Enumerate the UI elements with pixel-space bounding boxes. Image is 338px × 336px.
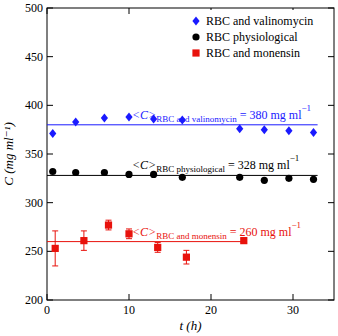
point <box>183 254 190 261</box>
point <box>310 128 317 137</box>
mean-line <box>47 241 244 242</box>
annotation-part: RBC and monensin <box>156 231 227 241</box>
y-tick <box>47 300 53 301</box>
error-cap <box>183 250 189 251</box>
annotation-part: = 380 mg ml <box>237 108 302 122</box>
point <box>310 176 317 183</box>
plot-frame <box>47 8 334 300</box>
chart: 200 250 300 350 400 450 500 0 10 20 30 t (h) C (mg m… <box>0 0 338 336</box>
error-cap <box>155 242 161 243</box>
y-tick <box>328 202 334 203</box>
x-tick-label: 30 <box>287 303 299 317</box>
legend-marker <box>192 17 199 26</box>
error-cap <box>81 230 87 231</box>
error-bar <box>81 231 87 250</box>
point <box>101 169 108 176</box>
error-cap <box>52 230 58 231</box>
legend-box <box>188 10 328 64</box>
y-tick <box>47 8 53 9</box>
legend-label: RBC physiological <box>206 30 298 44</box>
annotation: <C>RBC and monensin = 260 mg ml−1 <box>132 220 301 241</box>
y-label: C (mg ml⁻¹) <box>1 122 16 185</box>
x-tick-label: 20 <box>205 303 217 317</box>
y-tick <box>328 8 334 9</box>
y-tick <box>328 251 334 252</box>
point <box>80 237 87 244</box>
annotation: <C>RBC physiological = 328 mg ml−1 <box>132 153 299 174</box>
annotation-part: RBC and valinomycin <box>156 114 237 124</box>
y-tick <box>328 105 334 106</box>
y-tick <box>47 105 53 106</box>
annotation-part: = 328 mg ml <box>225 158 290 172</box>
x-tick-label: 10 <box>123 303 135 317</box>
y-tick <box>328 56 334 57</box>
y-tick <box>47 202 53 203</box>
point <box>72 117 79 126</box>
legend-label: RBC and monensin <box>206 46 300 60</box>
y-tick-label: 350 <box>25 147 43 161</box>
x-tick <box>47 8 48 14</box>
annotation: <C>RBC and valinomycin = 380 mg ml−1 <box>132 103 311 124</box>
x-tick <box>129 8 130 14</box>
point <box>236 174 243 181</box>
x-tick <box>211 294 212 300</box>
error-cap <box>52 265 58 266</box>
legend-marker <box>192 49 199 56</box>
annotation-part: −1 <box>290 153 300 163</box>
point <box>101 113 108 122</box>
y-tick-label: 450 <box>25 50 43 64</box>
error-cap <box>106 220 112 221</box>
annotation-part: −1 <box>301 103 311 113</box>
x-tick <box>47 294 48 300</box>
y-tick-label: 300 <box>25 196 43 210</box>
error-bar <box>155 243 161 253</box>
x-label: t (h) <box>179 318 201 333</box>
y-tick <box>47 154 53 155</box>
legend-label: RBC and valinomycin <box>206 14 313 28</box>
error-cap <box>106 229 112 230</box>
mean-line <box>47 124 318 125</box>
y-tick-label: 250 <box>25 244 43 258</box>
legend: RBC and valinomycin RBC physiological RBC … <box>188 10 328 64</box>
point <box>154 244 161 251</box>
x-tick <box>129 294 130 300</box>
point <box>236 124 243 133</box>
x-tick <box>293 294 294 300</box>
point <box>261 125 268 134</box>
x-tick-label: 0 <box>44 303 50 317</box>
point <box>261 177 268 184</box>
y-tick <box>328 300 334 301</box>
point <box>105 221 112 228</box>
annotation-part: <C> <box>132 158 156 172</box>
plot-area <box>47 113 318 266</box>
point <box>285 126 292 135</box>
point <box>49 129 56 138</box>
point <box>179 174 186 181</box>
error-cap <box>155 252 161 253</box>
error-bar <box>52 231 58 266</box>
annotation-part: −1 <box>292 220 302 230</box>
annotation-part: <C> <box>132 108 156 122</box>
annotation-part: = 260 mg ml <box>227 225 292 239</box>
point <box>285 175 292 182</box>
error-cap <box>183 263 189 264</box>
error-cap <box>81 250 87 251</box>
legend-marker <box>192 33 199 40</box>
point <box>49 168 56 175</box>
y-tick-label: 400 <box>25 98 43 112</box>
point <box>72 169 79 176</box>
annotation-part: <C> <box>132 225 156 239</box>
annotation-part: RBC physiological <box>156 164 225 174</box>
point <box>52 245 59 252</box>
y-tick-label: 500 <box>25 1 43 15</box>
error-bar <box>106 220 112 230</box>
y-tick-label: 200 <box>25 293 43 307</box>
error-bar <box>183 250 189 264</box>
y-tick <box>47 56 53 57</box>
y-tick <box>328 154 334 155</box>
